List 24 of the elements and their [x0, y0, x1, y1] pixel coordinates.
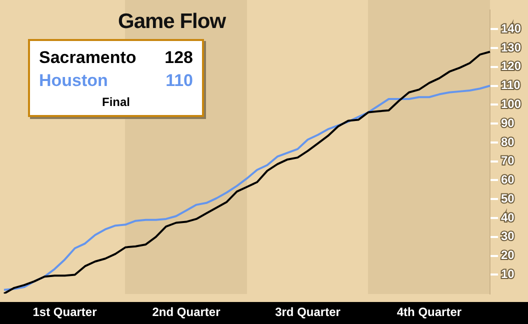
y-tick-label: 30: [500, 229, 515, 244]
x-tick-label: 2nd Quarter: [152, 305, 221, 320]
y-tick-label: 120: [500, 59, 522, 74]
y-tick-label: 100: [500, 96, 522, 111]
text: Sacramento: [39, 47, 136, 69]
y-tick-label: 20: [500, 248, 515, 262]
y-tick-label: 50: [500, 191, 515, 206]
chart-title: Game Flow: [118, 10, 226, 34]
y-tick-label: 70: [500, 154, 515, 168]
annotation: 128: [164, 47, 193, 69]
annotation: 110: [166, 70, 193, 92]
y-tick-label: 10: [500, 267, 515, 282]
y-tick-label: 110: [500, 78, 521, 92]
text: Houston: [39, 70, 108, 92]
x-tick-label: 4th Quarter: [396, 305, 462, 320]
y-tick-label: 130: [500, 40, 522, 54]
y-tick-label: 40: [500, 210, 515, 224]
x-tick-label: 1st Quarter: [32, 305, 98, 320]
y-tick-label: 60: [500, 172, 515, 187]
y-tick-label: 90: [500, 116, 515, 130]
x-tick-label: 3rd Quarter: [275, 305, 341, 320]
y-tick-label: 80: [500, 134, 515, 149]
annotation: Final: [100, 95, 131, 109]
y-tick-label: 140: [500, 21, 522, 36]
